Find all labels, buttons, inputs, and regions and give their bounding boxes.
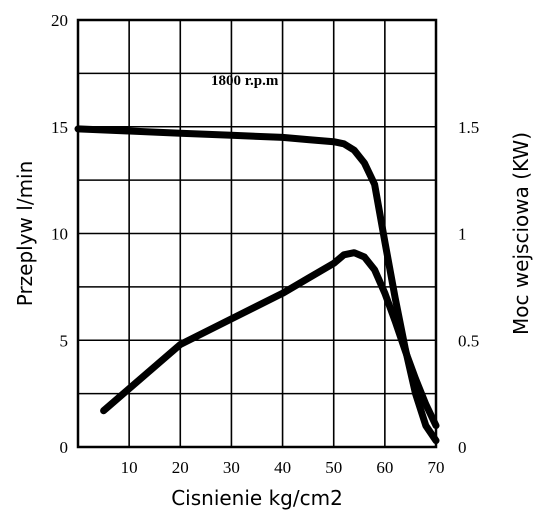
- y-axis-left-title: Przeplyw l/min: [13, 161, 37, 307]
- y-left-tick-label: 0: [60, 438, 69, 457]
- y-left-tick-label: 20: [51, 11, 68, 30]
- rpm-annotation: 1800 r.p.m: [211, 73, 279, 89]
- x-tick-label: 10: [121, 458, 138, 477]
- x-tick-label: 30: [223, 458, 240, 477]
- series-layer: [74, 125, 440, 445]
- x-tick-label: 40: [274, 458, 291, 477]
- x-tick-label: 50: [325, 458, 342, 477]
- y-axis-right-title: Moc wejsciowa (KW): [509, 132, 533, 335]
- tick-labels: 10 20 30 40 50 60 70 0 5 10 15 20 0 0.5 1 1.5: [51, 11, 479, 477]
- x-tick-label: 20: [172, 458, 189, 477]
- y-left-tick-label: 10: [51, 225, 68, 244]
- x-tick-label: 70: [428, 458, 445, 477]
- power-series-line: [100, 249, 440, 430]
- y-right-tick-label: 0.5: [458, 331, 479, 350]
- y-left-tick-label: 15: [51, 118, 68, 137]
- x-axis-title: Cisnienie kg/cm2: [171, 486, 343, 510]
- x-tick-label: 60: [376, 458, 393, 477]
- y-right-tick-label: 1.5: [458, 118, 479, 137]
- plot-frame: [76, 18, 438, 449]
- y-left-tick-label: 5: [60, 331, 69, 350]
- y-right-tick-label: 1: [458, 225, 467, 244]
- y-right-tick-label: 0: [458, 438, 467, 457]
